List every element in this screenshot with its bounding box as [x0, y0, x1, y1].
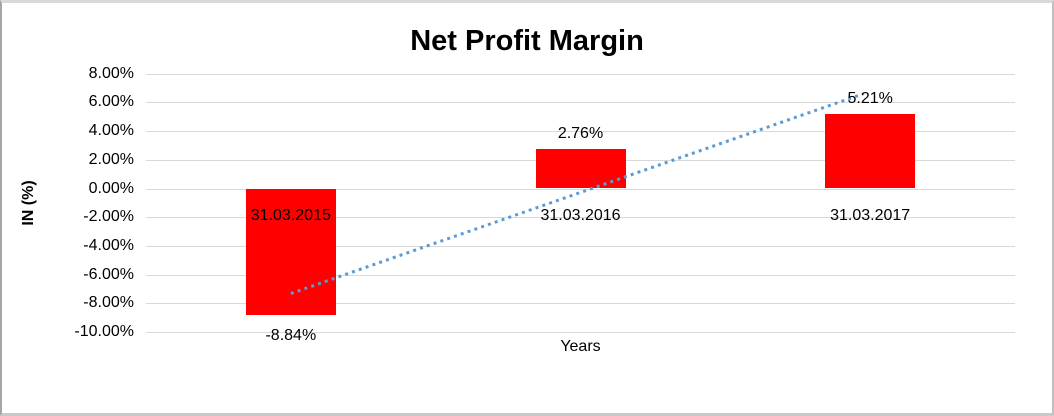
y-tick-label: -2.00% [83, 208, 134, 226]
value-label: 5.21% [847, 89, 893, 107]
category-label: 31.03.2016 [540, 207, 621, 224]
bar [825, 113, 916, 189]
bar [535, 148, 626, 189]
y-tick-label: -4.00% [83, 236, 134, 254]
gridline [146, 303, 1015, 305]
value-label: 2.76% [557, 124, 604, 142]
category-label: 31.03.2017 [830, 207, 911, 224]
value-label: -8.84% [265, 327, 317, 345]
chart-title: Net Profit Margin [410, 25, 644, 57]
y-tick-label: 8.00% [88, 64, 134, 82]
y-tick-label: 2.00% [88, 150, 134, 168]
y-tick-label: -8.00% [83, 294, 134, 312]
y-tick-label: -10.00% [74, 323, 134, 340]
gridline [146, 332, 1015, 333]
y-tick-label: 6.00% [88, 93, 134, 111]
x-axis-title: Years [560, 338, 601, 355]
y-tick-label: -6.00% [83, 265, 134, 283]
y-tick-label: 4.00% [88, 122, 134, 140]
gridline [146, 73, 1015, 75]
category-label: 31.03.2015 [250, 207, 331, 224]
y-tick-label: 0.00% [88, 179, 134, 197]
